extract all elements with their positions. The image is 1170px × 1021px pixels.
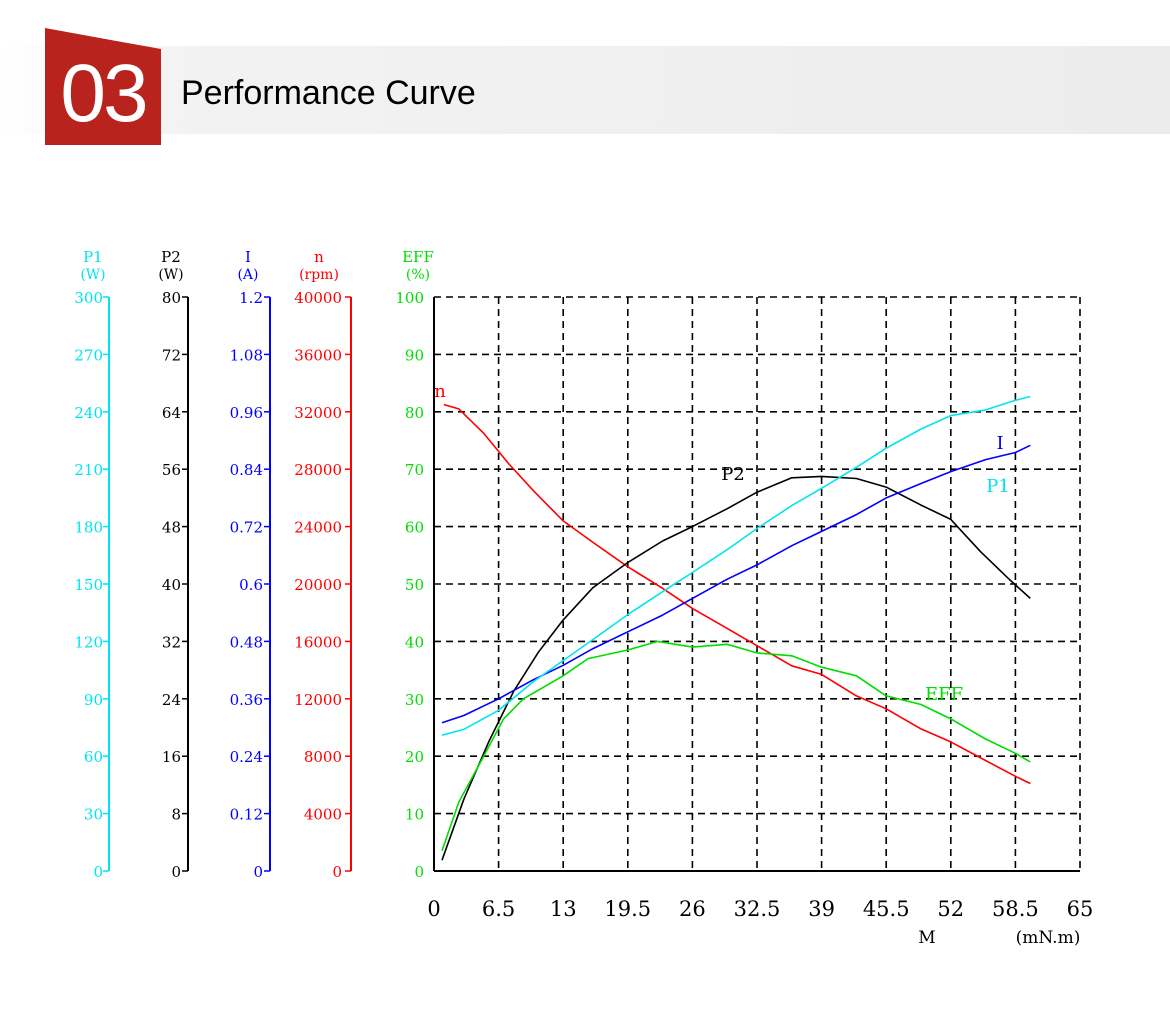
y-tick-label-P1: 300	[74, 289, 103, 307]
y-tick-label-P1: 180	[74, 519, 103, 537]
y-axis-unit-I: (A)	[237, 267, 258, 283]
x-tick-label: 58.5	[992, 897, 1039, 921]
x-tick-label: 45.5	[863, 897, 910, 921]
y-tick-label-n: 36000	[294, 346, 342, 364]
y-tick-label-P1: 120	[74, 633, 103, 651]
y-tick-label-EFF: 30	[405, 691, 424, 709]
y-tick-label-P1: 210	[74, 461, 103, 479]
x-tick-label: 39	[808, 897, 835, 921]
series-line-EFF	[441, 640, 1031, 852]
y-axis-title-P1: P1	[83, 248, 103, 266]
y-tick-label-P2: 64	[162, 404, 181, 422]
y-axis-unit-EFF: (%)	[406, 267, 430, 283]
x-tick-label: 32.5	[734, 897, 781, 921]
y-tick-label-n: 0	[332, 863, 342, 881]
y-tick-label-I: 1.2	[239, 289, 263, 307]
chart-series	[441, 395, 1031, 861]
chart-axes	[103, 296, 352, 872]
y-tick-label-P1: 150	[74, 576, 103, 594]
y-axis-unit-P2: (W)	[158, 267, 183, 283]
series-label-EFF: EFF	[925, 684, 963, 705]
y-tick-label-P2: 40	[162, 576, 181, 594]
y-tick-label-P2: 48	[162, 519, 181, 537]
section-title: Performance Curve	[181, 74, 476, 112]
y-axis-unit-P1: (W)	[80, 267, 105, 283]
series-label-I: I	[996, 433, 1003, 454]
chart-labels: 0 6.5 13 19.5 26 32.5 39 45.5 52 58.5 65M (mN.m)300…	[74, 248, 1093, 948]
series-label-n: n	[434, 381, 446, 402]
y-tick-label-I: 0.84	[230, 461, 263, 479]
y-tick-label-I: 0.12	[230, 806, 263, 824]
y-tick-label-P1: 270	[74, 346, 103, 364]
x-axis-label: M	[918, 928, 935, 948]
x-tick-label: 6.5	[482, 897, 515, 921]
y-tick-label-I: 1.08	[230, 346, 263, 364]
y-tick-label-P2: 32	[162, 633, 181, 651]
series-label-P1: P1	[986, 476, 1010, 497]
y-tick-label-I: 0.36	[230, 691, 263, 709]
y-tick-label-EFF: 40	[405, 633, 424, 651]
y-tick-label-EFF: 70	[405, 461, 424, 479]
x-tick-label: 0	[427, 897, 440, 921]
x-tick-label: 13	[550, 897, 577, 921]
y-tick-label-P2: 56	[162, 461, 181, 479]
y-tick-label-I: 0.96	[230, 404, 263, 422]
y-tick-label-I: 0.48	[230, 633, 263, 651]
y-axis-title-EFF: EFF	[402, 248, 434, 266]
y-tick-label-EFF: 90	[405, 346, 424, 364]
series-line-n	[443, 403, 1031, 785]
y-tick-label-I: 0.72	[230, 519, 263, 537]
section-number-badge	[45, 28, 161, 145]
y-tick-label-n: 28000	[294, 461, 342, 479]
y-tick-label-P2: 24	[162, 691, 181, 709]
y-axis-unit-n: (rpm)	[299, 267, 339, 283]
x-tick-label: 26	[679, 897, 706, 921]
y-tick-label-n: 12000	[294, 691, 342, 709]
series-label-P2: P2	[721, 464, 745, 485]
y-tick-label-EFF: 80	[405, 404, 424, 422]
y-tick-label-n: 32000	[294, 404, 342, 422]
y-tick-label-EFF: 0	[414, 863, 424, 881]
x-axis-unit: (mN.m)	[1016, 928, 1081, 948]
chart-grid	[433, 296, 1081, 872]
y-tick-label-P2: 72	[162, 346, 181, 364]
y-axis-title-I: I	[245, 248, 251, 266]
y-tick-label-P1: 30	[84, 806, 103, 824]
x-tick-label: 65	[1067, 897, 1094, 921]
section-header-bar	[0, 46, 1170, 134]
series-line-P2	[441, 475, 1031, 861]
y-axis-title-P2: P2	[161, 248, 181, 266]
y-tick-label-P2: 80	[162, 289, 181, 307]
y-tick-label-P1: 90	[84, 691, 103, 709]
y-tick-label-n: 24000	[294, 519, 342, 537]
y-tick-label-P2: 16	[162, 748, 181, 766]
y-tick-label-EFF: 50	[405, 576, 424, 594]
series-line-P1	[441, 395, 1031, 736]
y-tick-label-EFF: 60	[405, 519, 424, 537]
y-tick-label-P2: 8	[171, 806, 181, 824]
section-number: 03	[60, 48, 148, 139]
y-tick-label-P1: 240	[74, 404, 103, 422]
y-tick-label-EFF: 10	[405, 806, 424, 824]
y-tick-label-I: 0.6	[239, 576, 263, 594]
x-tick-label: 19.5	[604, 897, 651, 921]
y-tick-label-n: 4000	[304, 806, 342, 824]
y-tick-label-P1: 0	[93, 863, 103, 881]
y-tick-label-n: 20000	[294, 576, 342, 594]
y-tick-label-I: 0	[253, 863, 263, 881]
y-tick-label-EFF: 20	[405, 748, 424, 766]
y-tick-label-n: 40000	[294, 289, 342, 307]
y-tick-label-n: 8000	[304, 748, 342, 766]
x-tick-label: 52	[937, 897, 964, 921]
y-tick-label-I: 0.24	[230, 748, 263, 766]
y-tick-label-P2: 0	[171, 863, 181, 881]
y-tick-label-n: 16000	[294, 633, 342, 651]
y-tick-label-P1: 60	[84, 748, 103, 766]
y-tick-label-EFF: 100	[395, 289, 424, 307]
y-axis-title-n: n	[314, 248, 324, 266]
